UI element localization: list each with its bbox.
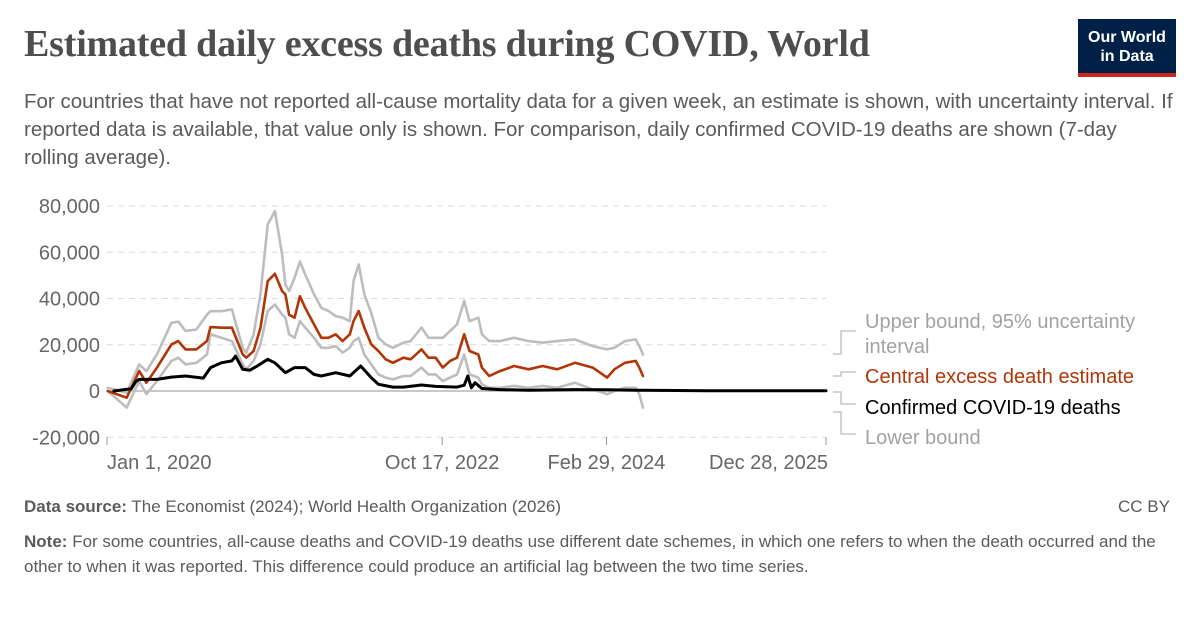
chart-subtitle: For countries that have not reported all… <box>24 90 1173 169</box>
owid-logo[interactable]: Our World in Data <box>1078 19 1176 77</box>
y-tick-label: 0 <box>89 381 100 403</box>
legend-confirmed-deaths: Confirmed COVID-19 deaths <box>865 397 1121 419</box>
y-tick-label: 60,000 <box>39 242 100 264</box>
x-tick-label: Oct 17, 2022 <box>385 452 500 474</box>
y-tick-label: 20,000 <box>39 335 100 357</box>
x-tick-label: Jan 1, 2020 <box>107 452 212 474</box>
confirmed-deaths-line[interactable] <box>112 354 828 393</box>
y-tick-label: 80,000 <box>39 196 100 218</box>
x-tick-label: Dec 28, 2025 <box>709 452 828 474</box>
legend-central-estimate: Central excess death estimate <box>865 366 1134 388</box>
data-source: Data source: The Economist (2024); World… <box>24 497 561 517</box>
legend-upper-bound: Upper bound, 95% uncertainty <box>865 311 1135 333</box>
y-tick-label: 40,000 <box>39 289 100 311</box>
license[interactable]: CC BY <box>1118 497 1170 516</box>
lower-bound-line[interactable] <box>106 303 645 409</box>
y-tick-label: -20,000 <box>32 427 100 449</box>
legend-connector-lower <box>833 411 856 435</box>
note-label: Note: <box>24 532 68 551</box>
central-estimate-line[interactable] <box>106 272 645 400</box>
source-label: Data source: <box>24 497 127 516</box>
legend-connector-upper <box>833 330 856 355</box>
legend-upper-bound-line2: interval <box>865 336 929 358</box>
chart-title: Estimated daily excess deaths during COV… <box>24 23 870 65</box>
source-text: The Economist (2024); World Health Organ… <box>131 497 562 516</box>
x-tick-label: Feb 29, 2024 <box>548 452 666 474</box>
upper-bound-line[interactable] <box>106 209 645 394</box>
legend-lower-bound: Lower bound <box>865 427 981 449</box>
legend-connector-confirmed <box>833 391 856 405</box>
note-text: For some countries, all-cause deaths and… <box>24 532 1156 576</box>
legend-connector-central <box>833 371 856 377</box>
note: Note: For some countries, all-cause deat… <box>24 530 1174 579</box>
